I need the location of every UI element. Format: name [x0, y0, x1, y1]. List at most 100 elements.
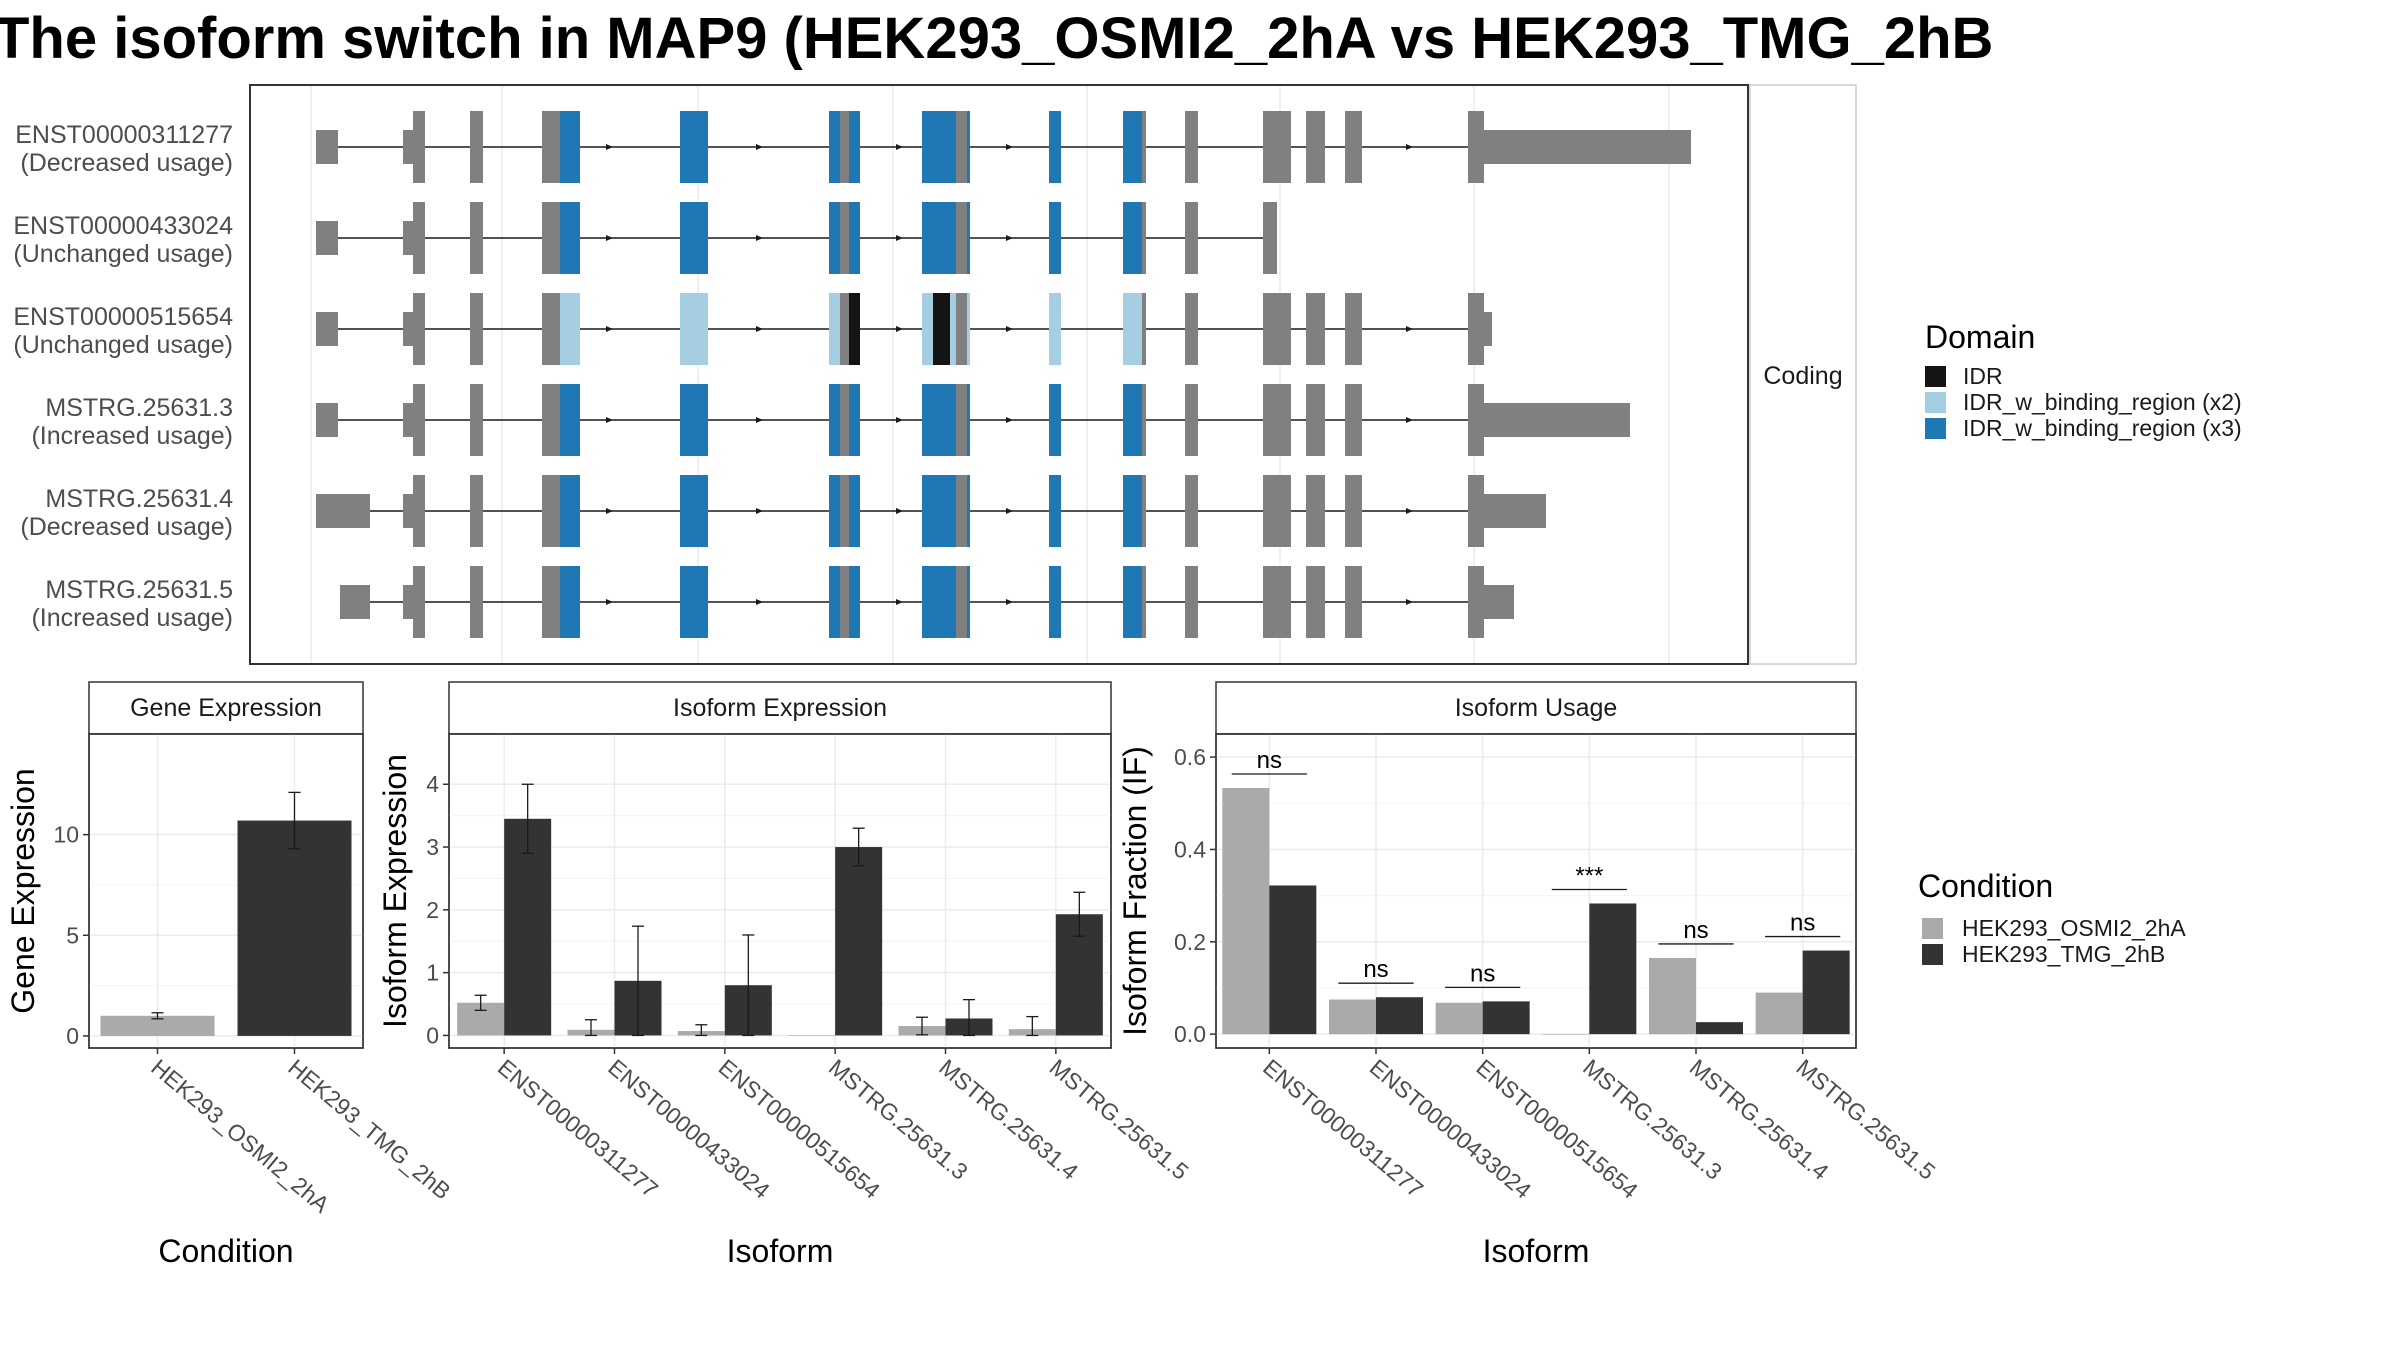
domain-block — [922, 111, 956, 183]
coding-exon — [1306, 384, 1325, 456]
transcript-track-6 — [340, 566, 1514, 638]
legend-key-idr-binding-x3 — [1925, 418, 1946, 439]
bar — [1649, 957, 1696, 1035]
coding-exon — [1345, 566, 1362, 638]
structure-panel-border — [249, 84, 1749, 665]
domain-block — [849, 475, 860, 547]
utr-exon — [403, 130, 413, 164]
transcript-label-4-id: MSTRG.25631.3 — [45, 394, 233, 422]
utr-exon — [340, 585, 370, 619]
domain-block — [1123, 384, 1142, 456]
domain-block — [680, 475, 708, 547]
coding-strip-label: Coding — [1763, 362, 1842, 390]
bar — [1376, 997, 1423, 1035]
coding-exon — [1263, 475, 1291, 547]
domain-block — [680, 293, 708, 365]
legend-label-idr-binding-x2: IDR_w_binding_region (x2) — [1963, 389, 2242, 415]
domain-block — [967, 566, 970, 638]
coding-exon — [470, 566, 483, 638]
coding-exon — [413, 293, 425, 365]
isoform-usage-x-ticks: ENST00000311277ENST00000433024ENST000005… — [1258, 1048, 1940, 1204]
domain-block — [1049, 475, 1061, 547]
coding-exon — [1185, 384, 1198, 456]
domain-legend: Domain IDR IDR_w_binding_region (x2) IDR… — [1925, 319, 2242, 441]
strand-arrow — [756, 326, 763, 332]
coding-exon — [1263, 566, 1291, 638]
isoform-expression-x-axis-title: Isoform — [727, 1233, 834, 1269]
legend-key-osmi2 — [1922, 918, 1943, 939]
utr-exon — [1484, 403, 1630, 437]
domain-block — [829, 202, 840, 274]
significance-label: ns — [1683, 917, 1708, 944]
strand-arrow — [1406, 144, 1413, 150]
domain-block — [922, 566, 956, 638]
coding-exon — [956, 566, 967, 638]
strand-arrow — [896, 599, 903, 605]
domain-block — [1123, 202, 1142, 274]
bar — [1696, 1022, 1743, 1035]
domain-block — [560, 475, 580, 547]
coding-exon — [1142, 293, 1146, 365]
bar — [1589, 903, 1637, 1035]
utr-exon — [316, 130, 338, 164]
coding-exon — [840, 566, 849, 638]
coding-exon — [470, 475, 483, 547]
bar — [788, 1035, 836, 1036]
domain-block — [967, 293, 970, 365]
transcript-label-2-id: ENST00000433024 — [13, 212, 233, 240]
isoform-expression-panel: Isoform Expression 0 1 2 3 4 ENST00000311277… — [377, 681, 1194, 1269]
bar — [237, 820, 352, 1036]
coding-exon — [413, 384, 425, 456]
gene-expression-border — [88, 733, 364, 1049]
y-tick-label: 0 — [426, 1022, 439, 1048]
isoform-expression-x-ticks: ENST00000311277ENST00000433024ENST000005… — [493, 1048, 1194, 1204]
domain-block — [922, 202, 956, 274]
domain-block — [967, 475, 970, 547]
isoform-expression-strip — [448, 681, 1112, 735]
coding-exon — [542, 293, 560, 365]
coding-exon — [956, 293, 967, 365]
strand-arrow — [896, 144, 903, 150]
utr-exon — [403, 221, 413, 255]
coding-exon — [1345, 475, 1362, 547]
isoform-usage-x-axis-title: Isoform — [1483, 1233, 1590, 1269]
transcript-label-6-id: MSTRG.25631.5 — [45, 576, 233, 604]
gene-expression-bars — [100, 791, 352, 1036]
isoform-expression-border — [448, 733, 1112, 1049]
coding-exon — [413, 566, 425, 638]
y-tick-label: 0 — [66, 1023, 79, 1049]
strand-arrow — [1006, 508, 1013, 514]
strand-arrow — [896, 326, 903, 332]
isoform-usage-border — [1215, 733, 1857, 1049]
coding-exon — [1468, 566, 1484, 638]
coding-exon — [1263, 202, 1277, 274]
utr-exon — [1484, 130, 1691, 164]
domain-block — [967, 384, 970, 456]
legend-key-idr-binding-x2 — [1925, 392, 1946, 413]
coding-exon — [542, 475, 560, 547]
strand-arrow — [756, 144, 763, 150]
domain-block — [680, 202, 708, 274]
coding-exon — [1345, 111, 1362, 183]
structure-panel-background — [249, 84, 1749, 665]
y-tick-label: 0.4 — [1174, 836, 1206, 862]
y-tick-label: 10 — [53, 822, 79, 848]
isoform-expression-y-ticks: 0 1 2 3 4 — [426, 771, 449, 1048]
y-tick-label: 3 — [426, 834, 439, 860]
strand-arrow — [1006, 144, 1013, 150]
idr-block — [933, 293, 950, 365]
domain-block — [849, 384, 860, 456]
domain-block — [829, 475, 840, 547]
coding-exon — [470, 111, 483, 183]
transcript-label-5-usage: (Decreased usage) — [20, 513, 233, 541]
utr-exon — [403, 403, 413, 437]
isoform-usage-strip-title: Isoform Usage — [1455, 694, 1618, 722]
gene-expression-strip — [88, 681, 364, 735]
strand-arrow — [606, 599, 613, 605]
gene-expression-y-axis-title: Gene Expression — [5, 768, 41, 1013]
coding-exon — [1468, 111, 1484, 183]
transcript-label-2-usage: (Unchanged usage) — [13, 240, 233, 268]
legend-label-idr-binding-x3: IDR_w_binding_region (x3) — [1963, 415, 2242, 441]
domain-block — [1123, 475, 1142, 547]
